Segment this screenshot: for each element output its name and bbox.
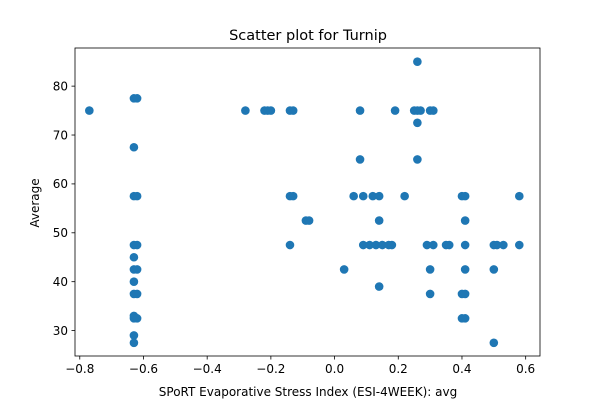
data-point — [378, 240, 387, 250]
data-point — [132, 94, 142, 103]
data-point — [355, 106, 365, 115]
data-point — [339, 265, 349, 274]
data-point — [129, 338, 139, 348]
data-point — [425, 265, 435, 274]
y-tick-label: 80 — [53, 79, 68, 93]
y-axis-ticks: 30 40 50 60 70 80 — [53, 79, 75, 338]
chart-title: Scatter plot for Turnip — [229, 28, 387, 44]
data-point — [355, 155, 365, 164]
data-point — [413, 57, 422, 66]
data-point — [358, 240, 368, 250]
data-point — [457, 314, 467, 323]
data-point — [429, 106, 438, 115]
data-point — [371, 240, 381, 250]
data-point — [368, 191, 378, 201]
y-tick-label: 50 — [53, 226, 68, 240]
data-point — [413, 155, 422, 164]
data-point — [460, 191, 470, 201]
plot-area-frame — [74, 47, 541, 357]
x-tick-label: 0.6 — [516, 362, 535, 376]
data-point — [489, 338, 499, 348]
data-point — [285, 240, 295, 250]
data-point — [429, 240, 438, 250]
data-point — [460, 216, 470, 225]
y-tick-label: 40 — [53, 275, 68, 289]
data-point — [132, 191, 142, 201]
data-point — [460, 240, 470, 250]
data-point — [129, 331, 139, 340]
data-point — [374, 216, 384, 225]
data-point — [413, 118, 422, 128]
x-tick-label: −0.4 — [193, 362, 222, 376]
data-point — [129, 252, 139, 262]
data-point — [374, 191, 384, 201]
y-axis-title: Average — [28, 178, 42, 227]
data-point — [390, 106, 400, 115]
data-point — [129, 277, 139, 286]
x-tick-label: −0.2 — [256, 362, 285, 376]
data-point — [492, 240, 502, 250]
data-point — [132, 240, 142, 250]
data-point — [460, 289, 470, 299]
data-point — [365, 240, 374, 250]
data-point — [241, 106, 250, 115]
x-tick-label: −0.6 — [129, 362, 158, 376]
x-tick-label: 0.4 — [452, 362, 471, 376]
y-tick-label: 60 — [53, 177, 68, 191]
data-point — [129, 142, 139, 152]
data-point — [288, 106, 298, 115]
data-point — [85, 106, 94, 115]
data-point — [460, 265, 470, 274]
data-point — [416, 106, 425, 115]
data-point — [358, 191, 368, 201]
data-point — [515, 240, 524, 250]
data-point — [349, 191, 358, 201]
data-point — [422, 240, 432, 250]
data-point — [499, 240, 508, 250]
data-point — [266, 106, 276, 115]
data-point — [374, 282, 384, 291]
x-tick-label: −0.8 — [65, 362, 94, 376]
data-point — [489, 265, 499, 274]
data-point — [132, 289, 142, 299]
y-tick-label: 30 — [53, 324, 68, 338]
data-point — [400, 191, 409, 201]
data-point — [304, 216, 314, 225]
data-point — [288, 191, 298, 201]
data-point — [515, 191, 524, 201]
x-tick-label: 0.2 — [389, 362, 408, 376]
data-point — [444, 240, 454, 250]
data-point — [425, 289, 435, 299]
data-point — [132, 314, 142, 323]
data-point — [132, 265, 142, 274]
x-tick-label: 0.0 — [325, 362, 344, 376]
x-axis-title: SPoRT Evaporative Stress Index (ESI-4WEE… — [159, 385, 457, 399]
y-tick-label: 70 — [53, 128, 68, 142]
data-points — [85, 57, 524, 348]
x-axis-ticks: −0.8 −0.6 −0.4 −0.2 0.0 0.2 0.4 0.6 — [65, 356, 535, 376]
data-point — [387, 240, 397, 250]
